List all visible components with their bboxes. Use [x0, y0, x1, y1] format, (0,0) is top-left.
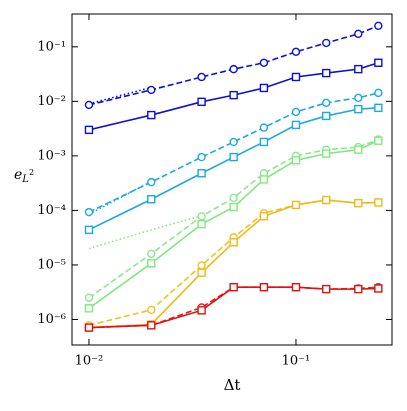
- marker: [147, 259, 156, 268]
- marker: [84, 293, 94, 302]
- marker: [197, 268, 206, 277]
- y-tick-label: 10⁻⁶: [37, 312, 66, 327]
- marker: [291, 72, 301, 82]
- series-line: [88, 86, 152, 105]
- marker: [374, 21, 383, 31]
- marker: [322, 284, 331, 294]
- marker: [291, 107, 301, 117]
- marker: [147, 321, 156, 330]
- marker: [259, 83, 269, 93]
- marker: [84, 100, 94, 110]
- marker: [229, 152, 238, 162]
- marker: [229, 90, 238, 100]
- marker: [322, 195, 331, 205]
- y-tick-label: 10⁻²: [37, 94, 66, 109]
- marker: [322, 111, 331, 121]
- marker: [259, 212, 269, 221]
- series-line: [88, 107, 379, 231]
- marker: [374, 58, 383, 67]
- marker: [354, 64, 363, 74]
- marker: [229, 202, 238, 212]
- marker: [291, 156, 301, 165]
- x-tick-label: 10⁻¹: [282, 354, 311, 369]
- marker: [259, 137, 269, 147]
- marker: [354, 104, 363, 114]
- y-label-sup: 2: [29, 168, 34, 177]
- marker: [229, 64, 238, 74]
- marker: [374, 198, 383, 207]
- marker: [84, 225, 94, 235]
- marker: [259, 58, 269, 67]
- y-axis-label: eL2: [14, 167, 34, 185]
- marker: [374, 88, 383, 98]
- marker: [374, 136, 383, 145]
- marker: [197, 212, 206, 221]
- marker: [147, 110, 156, 120]
- marker: [147, 195, 156, 204]
- marker: [291, 200, 301, 210]
- marker: [147, 249, 156, 258]
- marker: [322, 98, 331, 108]
- marker: [259, 175, 269, 184]
- series-line: [88, 25, 379, 106]
- marker: [354, 198, 363, 208]
- series-line: [88, 214, 202, 250]
- y-tick-label: 10⁻⁴: [37, 203, 66, 218]
- series-line: [88, 286, 379, 329]
- marker: [229, 238, 238, 247]
- marker: [291, 283, 301, 292]
- marker: [84, 207, 94, 217]
- marker: [259, 283, 269, 292]
- marker: [197, 72, 206, 82]
- marker: [229, 137, 238, 147]
- y-tick-label: 10⁻¹: [37, 39, 66, 54]
- marker: [197, 169, 206, 178]
- marker: [374, 284, 383, 293]
- marker: [197, 152, 206, 162]
- marker: [197, 261, 206, 270]
- series-line: [88, 199, 379, 327]
- y-label-base: e: [14, 167, 22, 183]
- marker: [147, 177, 156, 187]
- series-line: [88, 138, 379, 299]
- y-tick-label: 10⁻⁵: [37, 257, 66, 272]
- x-axis-label: Δt: [224, 376, 241, 394]
- marker: [322, 38, 331, 48]
- marker: [354, 284, 363, 294]
- marker: [197, 219, 206, 229]
- plot-frame: [71, 13, 393, 346]
- marker: [354, 145, 363, 154]
- marker: [147, 305, 156, 315]
- x-tick-label: 10⁻²: [75, 354, 104, 369]
- y-label-sub: L: [21, 174, 29, 185]
- marker: [197, 306, 206, 315]
- series-line: [88, 199, 379, 329]
- marker: [197, 97, 206, 107]
- marker: [354, 93, 363, 103]
- marker: [84, 304, 94, 313]
- series-line: [88, 286, 379, 329]
- marker: [147, 85, 156, 95]
- marker: [84, 323, 94, 332]
- marker: [291, 47, 301, 57]
- marker: [374, 103, 383, 113]
- marker: [229, 283, 238, 292]
- marker: [322, 68, 331, 78]
- marker: [259, 123, 269, 132]
- marker: [354, 29, 363, 39]
- marker: [322, 149, 331, 158]
- marker: [291, 120, 301, 130]
- marker: [84, 125, 94, 135]
- y-tick-label: 10⁻³: [37, 148, 66, 163]
- marker: [229, 193, 238, 203]
